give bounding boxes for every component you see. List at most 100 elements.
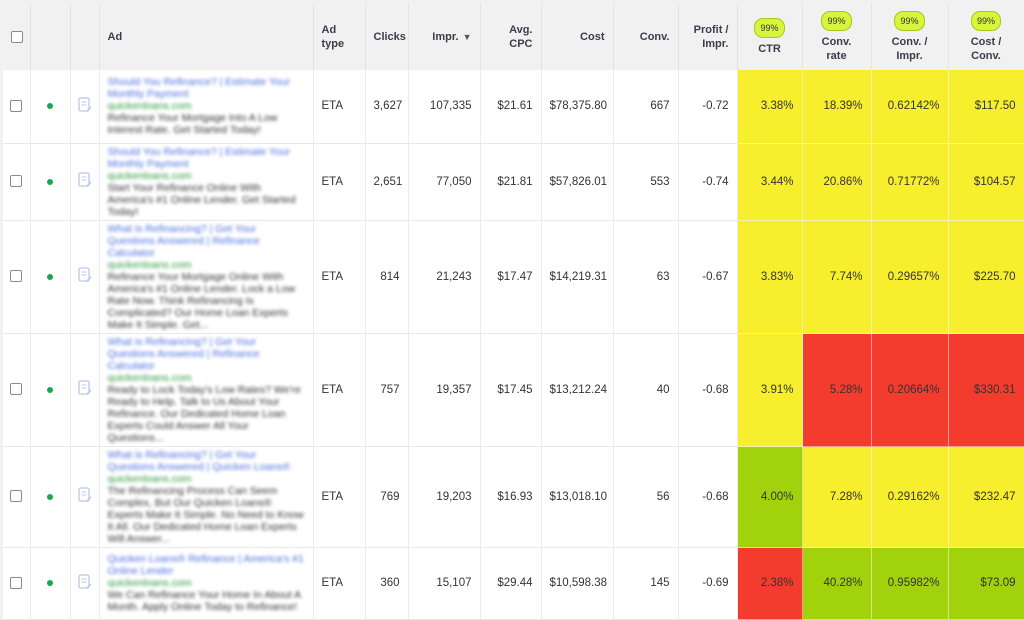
conv-impr-cell: 0.71772% [871,143,949,221]
table-row[interactable]: Should You Refinance? | Estimate Your Mo… [3,70,1024,144]
header-cost[interactable]: Cost [541,3,614,70]
row-checkbox-cell [3,547,31,620]
table-row[interactable]: Should You Refinance? | Estimate Your Mo… [3,143,1024,221]
cost-conv-cell: $232.47 [948,446,1024,548]
status-header [30,3,71,70]
row-checkbox[interactable] [10,175,23,188]
table-row[interactable]: What is Refinancing? | Get Your Question… [3,333,1024,447]
ad-cell: Quicken Loans® Refinance | America's #1 … [99,547,314,620]
header-ctr-label: CTR [758,42,781,55]
ad-headline[interactable]: Quicken Loans® Refinance | America's #1 … [107,553,304,577]
ctr-cell: 3.91% [737,333,803,447]
cost-conv-cell: $330.31 [948,333,1024,447]
status-cell [30,143,71,221]
ad-headline[interactable]: What is Refinancing? | Get Your Question… [107,335,260,372]
cost-cell: $13,018.10 [541,446,614,548]
row-checkbox-cell [3,70,31,144]
conv-impr-cell: 0.95982% [871,547,949,620]
header-conv[interactable]: Conv. [613,3,679,70]
ad-url: quickenloans.com [107,169,192,182]
header-profit-impr[interactable]: Profit / Impr. [678,3,738,70]
row-checkbox[interactable] [10,100,23,113]
conv-rate-cell: 40.28% [802,547,872,620]
ad-edit-icon[interactable] [77,487,92,503]
ad-icon-header [70,3,100,70]
ad-headline[interactable]: Should You Refinance? | Estimate Your Mo… [107,76,291,101]
clicks-cell: 757 [365,333,409,447]
cost-cell: $13,212.24 [541,333,614,447]
ctr-cell: 3.83% [737,220,803,334]
conv-cell: 145 [613,547,679,620]
row-checkbox[interactable] [10,576,23,589]
conv-rate-cell: 7.28% [802,446,872,548]
header-ad[interactable]: Ad [99,3,314,70]
header-cost-conv[interactable]: 99% Cost / Conv. [948,3,1024,70]
ad-edit-icon[interactable] [77,97,92,113]
header-conv-rate-label: Conv. rate [821,35,852,62]
avg-cpc-cell: $17.45 [480,333,542,447]
cost-cell: $14,219.31 [541,220,614,334]
ad-url: quickenloans.com [107,371,192,384]
profit-impr-cell: -0.68 [678,333,738,447]
profit-impr-cell: -0.68 [678,446,738,548]
confidence-badge: 99% [821,10,852,31]
status-cell [30,446,71,548]
ad-description: Start Your Refinance Online With America… [107,181,296,218]
ad-edit-cell [70,70,100,144]
row-checkbox[interactable] [10,490,23,503]
row-checkbox-cell [3,333,31,447]
impr-cell: 19,203 [408,446,481,548]
table-row[interactable]: Quicken Loans® Refinance | America's #1 … [3,547,1024,620]
avg-cpc-cell: $29.44 [480,547,542,620]
ad-url: quickenloans.com [107,100,192,113]
impr-cell: 107,335 [408,70,481,144]
status-cell [30,220,71,334]
ad-edit-icon[interactable] [77,172,92,188]
sort-descending-icon: ▼ [462,31,472,42]
clicks-cell: 769 [365,446,409,548]
ad-description: Ready to Lock Today's Low Rates? We're R… [107,383,301,444]
table-row[interactable]: What is Refinancing? | Get Your Question… [3,446,1024,548]
row-checkbox[interactable] [10,270,23,283]
ad-edit-icon[interactable] [77,380,92,396]
conv-impr-cell: 0.62142% [871,70,949,144]
ad-description: The Refinancing Process Can Seem Complex… [107,484,304,545]
select-all-header [3,3,31,70]
row-checkbox[interactable] [10,383,23,396]
cost-conv-cell: $117.50 [948,70,1024,144]
ad-edit-cell [70,220,100,334]
conv-rate-cell: 7.74% [802,220,872,334]
ad-cell: What is Refinancing? | Get Your Question… [99,446,314,548]
ad-description: Refinance Your Mortgage Online With Amer… [107,270,296,331]
header-conv-impr[interactable]: 99% Conv. / Impr. [871,3,949,70]
table-row[interactable]: What is Refinancing? | Get Your Question… [3,220,1024,334]
conv-cell: 63 [613,220,679,334]
header-impr[interactable]: Impr. ▼ [408,3,481,70]
header-ad-type[interactable]: Ad type [313,3,366,70]
header-avg-cpc[interactable]: Avg. CPC [480,3,542,70]
conv-impr-cell: 0.20664% [871,333,949,447]
ad-headline[interactable]: What is Refinancing? | Get Your Question… [107,222,260,259]
status-enabled-icon [47,493,53,500]
ad-headline[interactable]: What is Refinancing? | Get Your Question… [107,448,291,473]
status-enabled-icon [47,386,53,393]
conv-cell: 553 [613,143,679,221]
ad-edit-cell [70,333,100,447]
header-ctr[interactable]: 99% CTR [737,3,803,70]
select-all-checkbox[interactable] [11,30,23,43]
ad-description: We Can Refinance Your Home In About A Mo… [107,589,301,613]
ad-cell: What is Refinancing? | Get Your Question… [99,220,314,334]
cost-cell: $78,375.80 [541,70,614,144]
clicks-cell: 814 [365,220,409,334]
confidence-badge: 99% [754,17,785,38]
cost-conv-cell: $73.09 [948,547,1024,620]
ad-type-cell: ETA [313,547,366,620]
ad-edit-cell [70,547,100,620]
header-clicks[interactable]: Clicks [365,3,409,70]
ad-headline[interactable]: Should You Refinance? | Estimate Your Mo… [107,145,291,170]
ad-edit-icon[interactable] [77,267,92,283]
conv-rate-cell: 20.86% [802,143,872,221]
avg-cpc-cell: $17.47 [480,220,542,334]
header-conv-rate[interactable]: 99% Conv. rate [802,3,872,70]
profit-impr-cell: -0.69 [678,547,738,620]
